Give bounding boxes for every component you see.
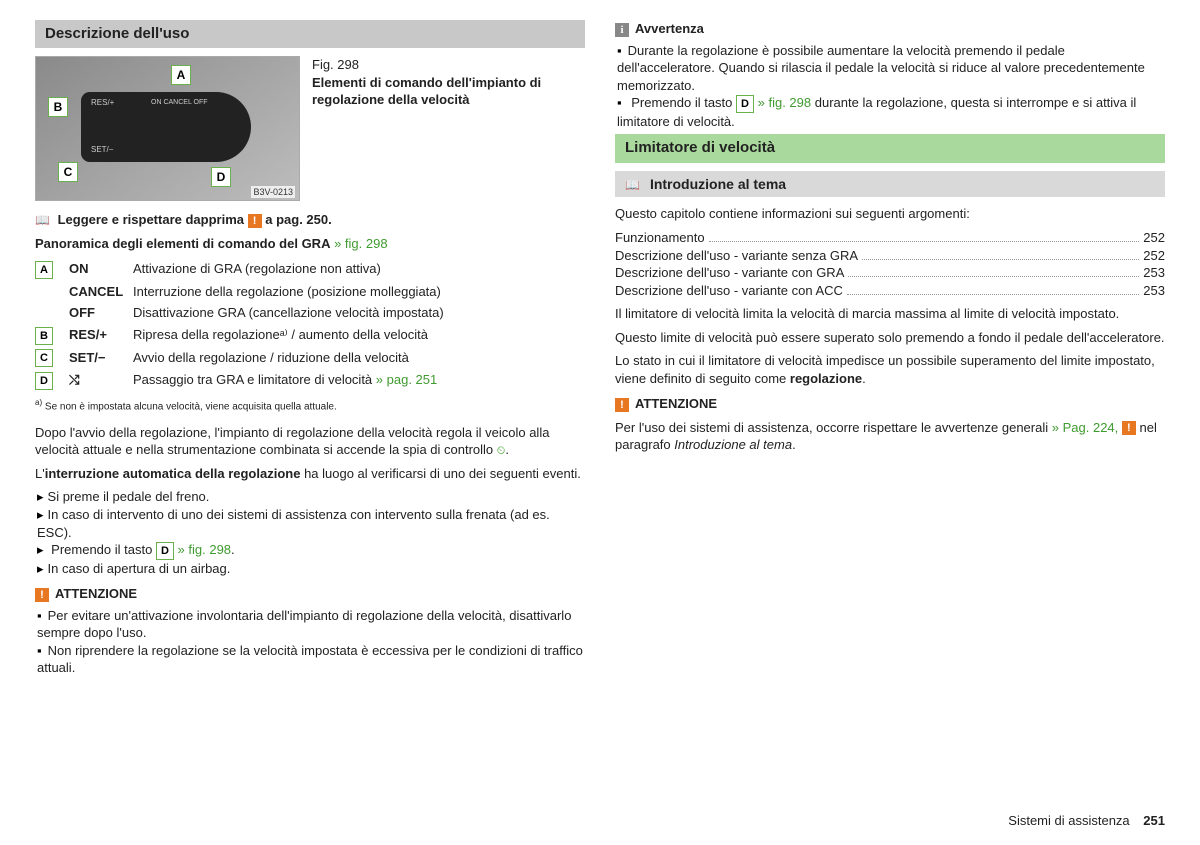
figure-caption: Fig. 298 Elementi di comando dell'impian… [312, 56, 585, 201]
info-head: iAvvertenza [615, 20, 1165, 38]
read-first-post: a pag. 250. [265, 212, 331, 227]
fig-title: Elementi di comando dell'impianto di reg… [312, 74, 585, 109]
list-item: In caso di intervento di uno dei sistemi… [37, 506, 585, 541]
page-link[interactable]: » Pag. 224, [1052, 420, 1119, 435]
intro-text: Questo capitolo contiene informazioni su… [615, 205, 1165, 223]
row-letter: C [35, 349, 53, 367]
fig-label-b: B [48, 97, 68, 117]
warning-icon: ! [1122, 421, 1136, 435]
paragraph: Il limitatore di velocità limita la velo… [615, 305, 1165, 323]
footer-page: 251 [1143, 813, 1165, 828]
footnote-text: Se non è impostata alcuna velocità, vien… [45, 401, 337, 412]
list-item: Premendo il tasto D » fig. 298 durante l… [617, 94, 1165, 130]
row-letter: A [35, 261, 53, 279]
left-column: Descrizione dell'uso RES/+ON CANCEL OFFS… [35, 20, 585, 681]
row-letter: B [35, 327, 53, 345]
controls-table: A ON Attivazione di GRA (regolazione non… [35, 258, 452, 391]
row-key: OFF [69, 302, 133, 324]
row-letter: D [35, 372, 53, 390]
row-text: Passaggio tra GRA e limitatore di veloci… [133, 369, 452, 392]
list-item: Non riprendere la regolazione se la velo… [37, 642, 585, 677]
paragraph: Questo limite di velocità può essere sup… [615, 329, 1165, 347]
warning-icon: ! [35, 588, 49, 602]
toc-row[interactable]: Descrizione dell'uso - variante con GRA2… [615, 264, 1165, 282]
warning-list: Per evitare un'attivazione involontaria … [35, 607, 585, 677]
toc-row[interactable]: Funzionamento252 [615, 229, 1165, 247]
warning-icon: ! [248, 214, 262, 228]
read-first-pre: Leggere e rispettare dapprima [58, 212, 244, 227]
panoramica-title: Panoramica degli elementi di comando del… [35, 235, 585, 253]
paragraph-interruption: L'interruzione automatica della regolazi… [35, 465, 585, 483]
footer-section: Sistemi di assistenza [1008, 813, 1129, 828]
row-key: CANCEL [69, 281, 133, 303]
warning-text: Per l'uso dei sistemi di assistenza, occ… [615, 419, 1165, 454]
info-list: Durante la regolazione è possibile aumen… [615, 42, 1165, 131]
list-item: Per evitare un'attivazione involontaria … [37, 607, 585, 642]
fig-label-a: A [171, 65, 191, 85]
footnote: a) Se non è impostata alcuna velocità, v… [35, 398, 585, 414]
paragraph: Lo stato in cui il limitatore di velocit… [615, 352, 1165, 387]
row-key: ⤭ [69, 369, 133, 392]
event-list: Si preme il pedale del freno. In caso di… [35, 488, 585, 577]
warning-block: !ATTENZIONE Per l'uso dei sistemi di ass… [615, 395, 1165, 454]
row-key: RES/+ [69, 324, 133, 347]
fig-code: B3V-0213 [251, 186, 295, 198]
row-key: ON [69, 258, 133, 281]
row-text: Avvio della regolazione / riduzione dell… [133, 347, 452, 370]
page-link[interactable]: » pag. 251 [376, 372, 437, 387]
book-icon [625, 175, 644, 194]
stalk-graphic: RES/+ON CANCEL OFFSET/− [81, 92, 251, 162]
footnote-mark: a) [35, 398, 42, 407]
toc-row[interactable]: Descrizione dell'uso - variante senza GR… [615, 247, 1165, 265]
row-text: Interruzione della regolazione (posizion… [133, 281, 452, 303]
warning-block: !ATTENZIONE Per evitare un'attivazione i… [35, 585, 585, 677]
list-item: Si preme il pedale del freno. [37, 488, 585, 506]
panoramica-text: Panoramica degli elementi di comando del… [35, 236, 330, 251]
list-item: Premendo il tasto D » fig. 298. [37, 541, 585, 560]
toc-row[interactable]: Descrizione dell'uso - variante con ACC2… [615, 282, 1165, 300]
figure-row: RES/+ON CANCEL OFFSET/− A B C D B3V-0213… [35, 56, 585, 201]
section-header-limitatore: Limitatore di velocità [615, 134, 1165, 162]
row-text: Ripresa della regolazioneᵃ⁾ / aumento de… [133, 324, 452, 347]
list-item: Durante la regolazione è possibile aumen… [617, 42, 1165, 95]
fig-num: Fig. 298 [312, 57, 359, 72]
book-icon [35, 212, 54, 227]
info-icon: i [615, 23, 629, 37]
row-text: Attivazione di GRA (regolazione non atti… [133, 258, 452, 281]
row-key: SET/− [69, 347, 133, 370]
d-box: D [156, 542, 174, 560]
warning-head: !ATTENZIONE [615, 395, 1165, 413]
read-first-line: Leggere e rispettare dapprima ! a pag. 2… [35, 211, 585, 229]
fig-ref-link[interactable]: » fig. 298 [334, 236, 388, 251]
paragraph-after-start: Dopo l'avvio della regolazione, l'impian… [35, 424, 585, 459]
d-box: D [736, 95, 754, 113]
warning-head: !ATTENZIONE [35, 585, 585, 603]
list-item: In caso di apertura di un airbag. [37, 560, 585, 578]
figure-image: RES/+ON CANCEL OFFSET/− A B C D B3V-0213 [35, 56, 300, 201]
subheader-introduzione: Introduzione al tema [615, 171, 1165, 198]
fig-label-d: D [211, 167, 231, 187]
page-footer: Sistemi di assistenza 251 [1008, 812, 1165, 830]
right-column: iAvvertenza Durante la regolazione è pos… [615, 20, 1165, 681]
fig-link[interactable]: » fig. 298 [754, 95, 811, 110]
row-text: Disattivazione GRA (cancellazione veloci… [133, 302, 452, 324]
toc: Funzionamento252 Descrizione dell'uso - … [615, 229, 1165, 299]
section-header-descrizione: Descrizione dell'uso [35, 20, 585, 48]
warning-icon: ! [615, 398, 629, 412]
fig-link[interactable]: » fig. 298 [174, 542, 231, 557]
fig-label-c: C [58, 162, 78, 182]
